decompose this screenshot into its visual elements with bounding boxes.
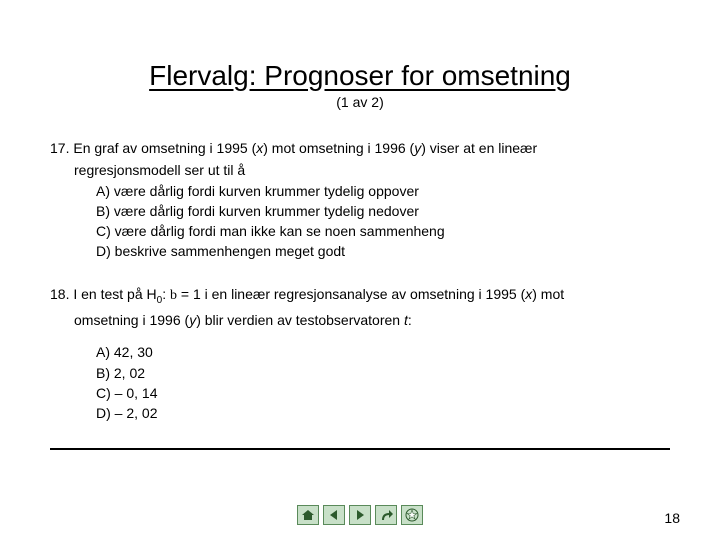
divider: [50, 448, 670, 450]
opt-label: B): [96, 203, 110, 219]
q18-options: A) 42, 30 B) 2, 02 C) – 0, 14 D) – 2, 02: [50, 342, 670, 423]
q17-options: A) være dårlig fordi kurven krummer tyde…: [50, 181, 670, 262]
opt-text: – 0, 14: [115, 385, 158, 401]
q18-text-part: ) mot: [532, 286, 564, 302]
opt-text: 42, 30: [114, 344, 153, 360]
q18-number: 18.: [50, 286, 69, 302]
q18-option-c: C) – 0, 14: [96, 383, 670, 403]
q18-text-part: :: [408, 312, 412, 328]
q18-text-part: = 1 i en lineær regresjonsanalyse av oms…: [177, 286, 525, 302]
opt-label: C): [96, 385, 111, 401]
q18-text-part: :: [162, 286, 170, 302]
q17-option-c: C) være dårlig fordi man ikke kan se noe…: [96, 221, 670, 241]
prev-icon: [328, 509, 340, 521]
home-icon: [301, 509, 315, 521]
nav-end-button[interactable]: [401, 505, 423, 525]
nav-prev-button[interactable]: [323, 505, 345, 525]
star-icon: [405, 508, 419, 522]
opt-label: A): [96, 344, 110, 360]
q17-stem: 17. En graf av omsetning i 1995 (x) mot …: [50, 138, 670, 158]
next-icon: [354, 509, 366, 521]
q17-option-b: B) være dårlig fordi kurven krummer tyde…: [96, 201, 670, 221]
opt-text: beskrive sammenhengen meget godt: [115, 243, 345, 259]
return-icon: [379, 509, 393, 521]
q18-text-part: ) blir verdien av testobservatoren: [196, 312, 404, 328]
opt-text: være dårlig fordi kurven krummer tydelig…: [114, 183, 419, 199]
opt-text: være dårlig fordi man ikke kan se noen s…: [115, 223, 445, 239]
opt-text: – 2, 02: [115, 405, 158, 421]
q18-option-a: A) 42, 30: [96, 342, 670, 362]
q17-stem-line2: regresjonsmodell ser ut til å: [50, 160, 670, 180]
slide-container: Flervalg: Prognoser for omsetning (1 av …: [0, 0, 720, 540]
nav-footer: [0, 505, 720, 526]
nav-next-button[interactable]: [349, 505, 371, 525]
spacer: [50, 330, 670, 342]
q17-text-part: ) mot omsetning i 1996 (: [263, 140, 414, 156]
q18-stem: 18. I en test på H0: b = 1 i en lineær r…: [50, 284, 670, 308]
page-subtitle: (1 av 2): [50, 94, 670, 110]
q17-text-part: En graf av omsetning i 1995 (: [73, 140, 256, 156]
q18-option-b: B) 2, 02: [96, 363, 670, 383]
opt-label: A): [96, 183, 110, 199]
q17-number: 17.: [50, 140, 69, 156]
q18-text-part: omsetning i 1996 (: [74, 312, 189, 328]
opt-label: D): [96, 243, 111, 259]
opt-text: være dårlig fordi kurven krummer tydelig…: [114, 203, 419, 219]
q17-text-part: ) viser at en lineær: [421, 140, 537, 156]
q17-option-a: A) være dårlig fordi kurven krummer tyde…: [96, 181, 670, 201]
opt-label: D): [96, 405, 111, 421]
question-18: 18. I en test på H0: b = 1 i en lineær r…: [50, 284, 670, 424]
nav-icons: [297, 505, 423, 525]
opt-text: 2, 02: [114, 365, 145, 381]
nav-return-button[interactable]: [375, 505, 397, 525]
q18-text-part: I en test på H: [73, 286, 156, 302]
opt-label: B): [96, 365, 110, 381]
page-title: Flervalg: Prognoser for omsetning: [50, 60, 670, 92]
nav-home-button[interactable]: [297, 505, 319, 525]
q17-option-d: D) beskrive sammenhengen meget godt: [96, 241, 670, 261]
q18-option-d: D) – 2, 02: [96, 403, 670, 423]
q18-beta: b: [170, 288, 177, 303]
question-17: 17. En graf av omsetning i 1995 (x) mot …: [50, 138, 670, 262]
q18-stem-line2: omsetning i 1996 (y) blir verdien av tes…: [50, 310, 670, 330]
page-number: 18: [664, 510, 680, 526]
opt-label: C): [96, 223, 111, 239]
